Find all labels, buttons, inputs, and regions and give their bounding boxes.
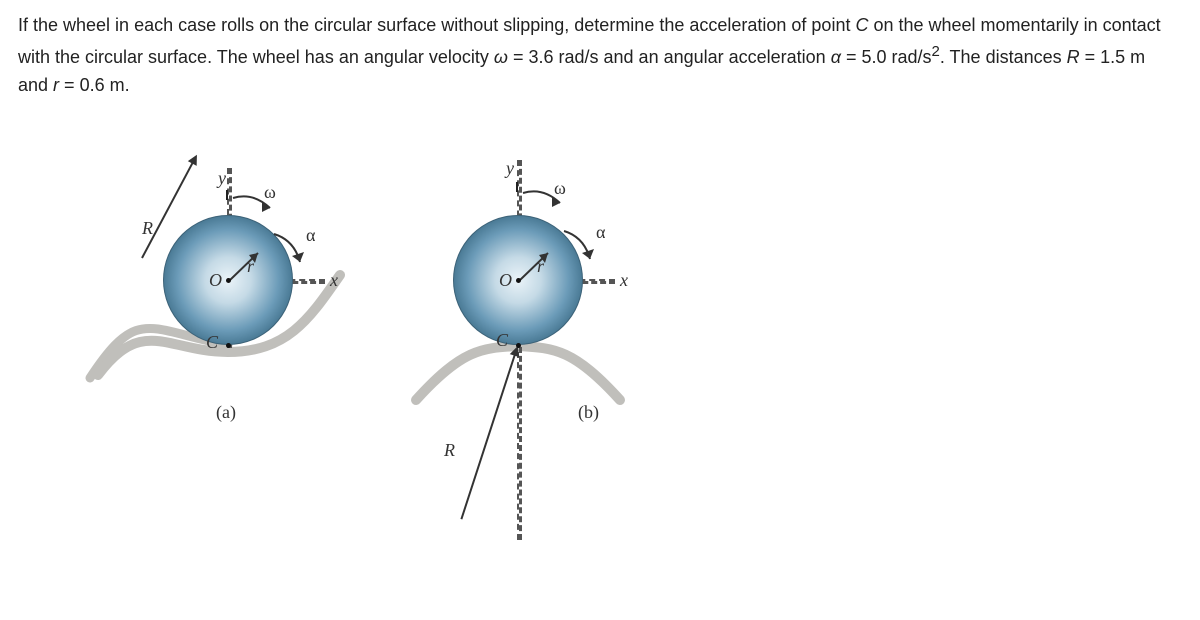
alpha-label: α bbox=[596, 222, 605, 243]
sq: 2 bbox=[932, 43, 940, 60]
R-label: R bbox=[444, 440, 455, 461]
point-C bbox=[226, 343, 231, 348]
text-seg: . The distances bbox=[940, 47, 1067, 67]
y-label: y bbox=[218, 168, 226, 189]
alpha-sym: α bbox=[831, 47, 841, 67]
text-seg: rad/s bbox=[887, 47, 932, 67]
R-label: R bbox=[142, 218, 153, 239]
R-val: 1.5 bbox=[1100, 47, 1125, 67]
diagram-a: y ω α x r O C R (a) bbox=[78, 130, 358, 550]
omega-arrow bbox=[518, 185, 578, 225]
figure-label-a: (a) bbox=[216, 402, 236, 423]
diagrams-row: y ω α x r O C R (a) bbox=[18, 130, 1182, 550]
omega-sym: ω bbox=[494, 47, 508, 67]
point-O bbox=[226, 278, 231, 283]
text-seg: = bbox=[841, 47, 862, 67]
O-label: O bbox=[499, 270, 512, 291]
C-label: C bbox=[206, 332, 218, 353]
x-label: x bbox=[620, 270, 628, 291]
omega-label: ω bbox=[264, 182, 276, 203]
omega-label: ω bbox=[554, 178, 566, 199]
omega-arrow bbox=[228, 190, 288, 230]
alpha-val: 5.0 bbox=[861, 47, 886, 67]
r-val: 0.6 bbox=[80, 75, 105, 95]
text-seg: = bbox=[1080, 47, 1101, 67]
text-seg: = bbox=[59, 75, 80, 95]
R-sym: R bbox=[1067, 47, 1080, 67]
point-O bbox=[516, 278, 521, 283]
point-c: C bbox=[855, 15, 868, 35]
r-label: r bbox=[247, 256, 254, 277]
diagram-b: y ω α x r O C R (b) bbox=[388, 130, 668, 550]
O-label: O bbox=[209, 270, 222, 291]
problem-statement: If the wheel in each case rolls on the c… bbox=[18, 12, 1168, 100]
figure-label-b: (b) bbox=[578, 402, 599, 423]
r-label: r bbox=[537, 256, 544, 277]
text-seg: If the wheel in each case rolls on the c… bbox=[18, 15, 855, 35]
C-label: C bbox=[496, 330, 508, 351]
y-label: y bbox=[506, 158, 514, 179]
omega-val: 3.6 bbox=[528, 47, 553, 67]
x-label: x bbox=[330, 270, 338, 291]
text-seg: m. bbox=[105, 75, 130, 95]
text-seg: rad/s and an angular acceleration bbox=[554, 47, 831, 67]
point-C bbox=[516, 343, 521, 348]
alpha-label: α bbox=[306, 225, 315, 246]
text-seg: = bbox=[508, 47, 529, 67]
